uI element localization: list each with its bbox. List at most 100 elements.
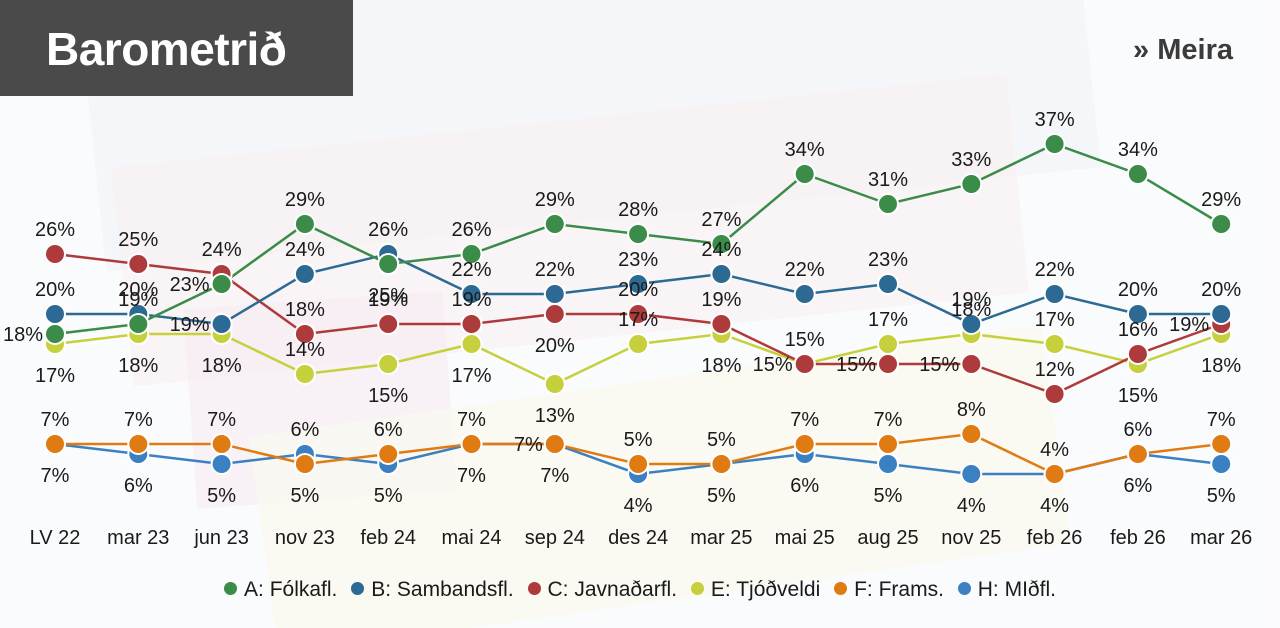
data-point[interactable]: [1045, 135, 1064, 153]
data-point[interactable]: [545, 285, 564, 303]
data-point[interactable]: [462, 335, 481, 353]
data-point[interactable]: [379, 355, 398, 373]
data-point[interactable]: [212, 275, 231, 293]
legend-label: F: Frams.: [854, 578, 944, 601]
data-label: 25%: [118, 229, 158, 251]
data-point[interactable]: [129, 315, 148, 333]
data-point[interactable]: [962, 175, 981, 193]
data-point[interactable]: [1045, 285, 1064, 303]
data-point[interactable]: [295, 265, 314, 283]
data-point[interactable]: [795, 435, 814, 453]
data-point[interactable]: [462, 245, 481, 263]
data-point[interactable]: [629, 335, 648, 353]
data-label: 14%: [285, 339, 325, 361]
legend-item[interactable]: C: Javnaðarfl.: [527, 578, 677, 602]
data-point[interactable]: [462, 285, 481, 303]
data-point[interactable]: [629, 225, 648, 243]
data-point[interactable]: [212, 455, 231, 473]
legend-label: A: Fólkafl.: [244, 578, 338, 601]
data-point[interactable]: [129, 435, 148, 453]
data-point[interactable]: [462, 435, 481, 453]
data-point[interactable]: [1128, 445, 1147, 463]
data-point[interactable]: [295, 325, 314, 343]
data-point[interactable]: [46, 305, 64, 323]
data-point[interactable]: [545, 435, 564, 453]
data-label: 26%: [35, 219, 75, 241]
legend-item[interactable]: A: Fólkafl.: [224, 578, 337, 602]
data-label: 4%: [1040, 439, 1069, 461]
legend-item[interactable]: E: Tjóðveldi: [690, 578, 820, 602]
data-point[interactable]: [795, 285, 814, 303]
data-point[interactable]: [545, 375, 564, 393]
data-point[interactable]: [379, 315, 398, 333]
x-tick-label: mar 26: [1190, 527, 1252, 549]
data-point[interactable]: [379, 255, 398, 273]
data-point[interactable]: [795, 355, 814, 373]
data-label: 5%: [1207, 485, 1236, 507]
data-label: 20%: [535, 335, 575, 357]
legend-label: B: Sambandsfl.: [371, 578, 514, 601]
data-label: 18%: [701, 355, 741, 377]
data-point[interactable]: [712, 265, 731, 283]
data-point[interactable]: [1045, 465, 1064, 483]
data-label: 5%: [624, 429, 653, 451]
data-point[interactable]: [712, 315, 731, 333]
data-label: 7%: [457, 409, 486, 431]
data-point[interactable]: [1212, 305, 1231, 323]
legend-item[interactable]: F: Frams.: [834, 578, 944, 602]
data-point[interactable]: [1128, 345, 1147, 363]
data-point[interactable]: [629, 305, 648, 323]
data-labels: 18%19%23%29%25%26%29% 28% 27%34%31%33%37%3…: [3, 109, 1241, 517]
data-point[interactable]: [879, 275, 897, 293]
data-point[interactable]: [795, 165, 814, 183]
data-label: 20%: [118, 279, 158, 301]
data-label: 22%: [451, 259, 491, 281]
legend-item[interactable]: H: MIðfl.: [957, 578, 1056, 602]
data-point[interactable]: [1045, 335, 1064, 353]
data-point[interactable]: [46, 325, 64, 343]
data-point[interactable]: [212, 315, 231, 333]
data-point[interactable]: [1128, 305, 1147, 323]
data-label: 5%: [874, 485, 903, 507]
data-point[interactable]: [46, 435, 64, 453]
data-point[interactable]: [1045, 385, 1064, 403]
data-point[interactable]: [879, 195, 897, 213]
data-label: 19%: [701, 289, 741, 311]
legend-item[interactable]: B: Sambandsfl.: [351, 578, 514, 602]
data-point[interactable]: [1212, 215, 1231, 233]
data-point[interactable]: [1128, 165, 1147, 183]
data-point[interactable]: [1212, 455, 1231, 473]
data-point[interactable]: [462, 315, 481, 333]
data-point[interactable]: [295, 455, 314, 473]
data-label: 19%: [451, 289, 491, 311]
data-point[interactable]: [295, 365, 314, 383]
data-point[interactable]: [629, 455, 648, 473]
legend-marker-icon: [527, 582, 541, 595]
data-point[interactable]: [879, 435, 897, 453]
data-point[interactable]: [629, 275, 648, 293]
more-link[interactable]: » Meira: [1133, 34, 1233, 66]
data-label: 6%: [374, 419, 403, 441]
data-point[interactable]: [879, 335, 897, 353]
legend-marker-icon: [224, 582, 238, 595]
data-label: 27%: [701, 209, 741, 231]
data-point[interactable]: [46, 245, 64, 263]
x-tick-label: aug 25: [857, 527, 918, 549]
data-point[interactable]: [962, 465, 981, 483]
data-point[interactable]: [962, 425, 981, 443]
data-point[interactable]: [212, 435, 231, 453]
data-point[interactable]: [962, 315, 981, 333]
data-point[interactable]: [879, 355, 897, 373]
data-point[interactable]: [545, 215, 564, 233]
data-point[interactable]: [712, 455, 731, 473]
data-point[interactable]: [379, 445, 398, 463]
data-point[interactable]: [545, 305, 564, 323]
data-point[interactable]: [295, 215, 314, 233]
data-point[interactable]: [712, 235, 731, 253]
data-label: 5%: [707, 429, 736, 451]
data-point[interactable]: [1212, 435, 1231, 453]
data-label: 6%: [124, 475, 153, 497]
data-point[interactable]: [129, 255, 148, 273]
data-point[interactable]: [879, 455, 897, 473]
data-point[interactable]: [962, 355, 981, 373]
